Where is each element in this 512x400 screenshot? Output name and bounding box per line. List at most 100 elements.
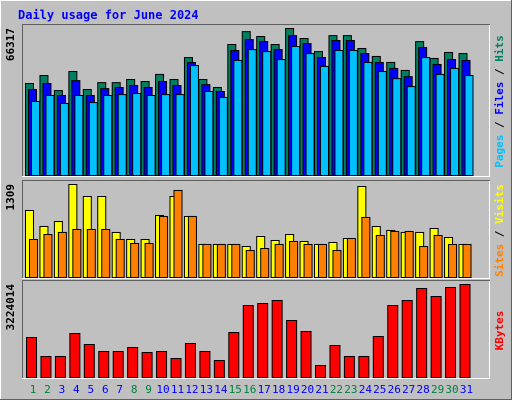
legend-entry: Files (493, 82, 506, 115)
bar (204, 90, 214, 176)
bar (346, 237, 356, 279)
x-tick-label: 18 (272, 383, 285, 396)
legend-entry: Visits (493, 184, 506, 224)
bar (276, 59, 286, 176)
bar (329, 345, 341, 378)
bar (216, 243, 226, 279)
bar (286, 320, 298, 378)
bar (40, 356, 52, 378)
bar (377, 71, 387, 176)
x-tick-label: 5 (87, 383, 94, 396)
x-tick-label: 20 (301, 383, 314, 396)
bar (262, 51, 272, 177)
bar (175, 94, 185, 176)
legend: Sites / Visits (493, 184, 506, 277)
x-tick-label: 31 (460, 383, 473, 396)
bar (464, 75, 474, 176)
bar (300, 330, 312, 378)
bar (445, 287, 457, 379)
bar (459, 284, 471, 378)
bar (289, 240, 299, 278)
x-tick-label: 26 (388, 383, 401, 396)
bar (43, 234, 53, 278)
bar (187, 215, 197, 279)
bar (404, 230, 414, 279)
bar (448, 243, 458, 279)
x-tick-label: 10 (156, 383, 169, 396)
bar (358, 356, 370, 378)
bar (419, 246, 429, 278)
bar (130, 242, 140, 278)
x-tick-label: 28 (417, 383, 430, 396)
bar (433, 235, 443, 278)
bar (348, 49, 358, 176)
legend-separator: / (493, 62, 506, 82)
bar (146, 94, 156, 176)
bar (29, 238, 38, 278)
bar (231, 243, 241, 279)
bar (305, 53, 315, 177)
bar (421, 57, 431, 176)
bar (117, 94, 127, 176)
y-tick-label: 1309 (4, 184, 17, 211)
legend-entry: Hits (493, 35, 506, 62)
bar (242, 305, 254, 378)
x-tick-label: 16 (243, 383, 256, 396)
legend-entry: Pages (493, 135, 506, 168)
bar (144, 242, 154, 278)
legend-separator: / (493, 115, 506, 135)
legend-entry: Sites (493, 244, 506, 277)
bar (430, 296, 442, 379)
bar (387, 305, 399, 378)
x-tick-label: 21 (315, 383, 328, 396)
bar (375, 235, 385, 278)
bar (184, 342, 196, 378)
bar (69, 333, 81, 379)
x-tick-label: 13 (200, 383, 213, 396)
bar (390, 230, 400, 279)
bar (247, 49, 257, 176)
bar (260, 248, 270, 278)
y-tick-label: 66317 (4, 28, 17, 61)
bar (320, 65, 329, 176)
x-tick-label: 9 (145, 383, 152, 396)
bar (218, 96, 228, 176)
x-tick-label: 30 (445, 383, 458, 396)
bar (435, 73, 445, 176)
x-tick-label: 3 (59, 383, 66, 396)
bar (54, 356, 66, 378)
bar (343, 356, 355, 378)
bar (372, 336, 384, 378)
legend: KBytes (493, 311, 506, 351)
x-tick-label: 2 (44, 383, 51, 396)
x-tick-label: 4 (73, 383, 80, 396)
bar (103, 94, 113, 176)
bar (86, 228, 96, 279)
bar (332, 250, 342, 278)
legend: Pages / Files / Hits (493, 35, 506, 168)
bar (271, 299, 283, 378)
y-tick-label: 3224014 (4, 284, 17, 331)
bar (26, 336, 37, 378)
x-tick-label: 17 (258, 383, 271, 396)
bar (72, 228, 82, 279)
bar (74, 94, 84, 176)
bar (83, 344, 95, 379)
bar (406, 86, 416, 176)
x-tick-label: 27 (402, 383, 415, 396)
chart-title: Daily usage for June 2024 (18, 8, 199, 22)
bar (303, 243, 313, 279)
bar (88, 102, 98, 176)
bar (291, 45, 301, 176)
x-tick-label: 12 (185, 383, 198, 396)
bar (228, 332, 240, 378)
bar (127, 347, 139, 378)
x-tick-label: 24 (359, 383, 373, 396)
bar (59, 102, 69, 176)
x-tick-label: 19 (286, 383, 299, 396)
bar (98, 351, 110, 378)
bar (450, 67, 460, 176)
x-tick-label: 14 (214, 383, 228, 396)
x-tick-label: 15 (229, 383, 242, 396)
